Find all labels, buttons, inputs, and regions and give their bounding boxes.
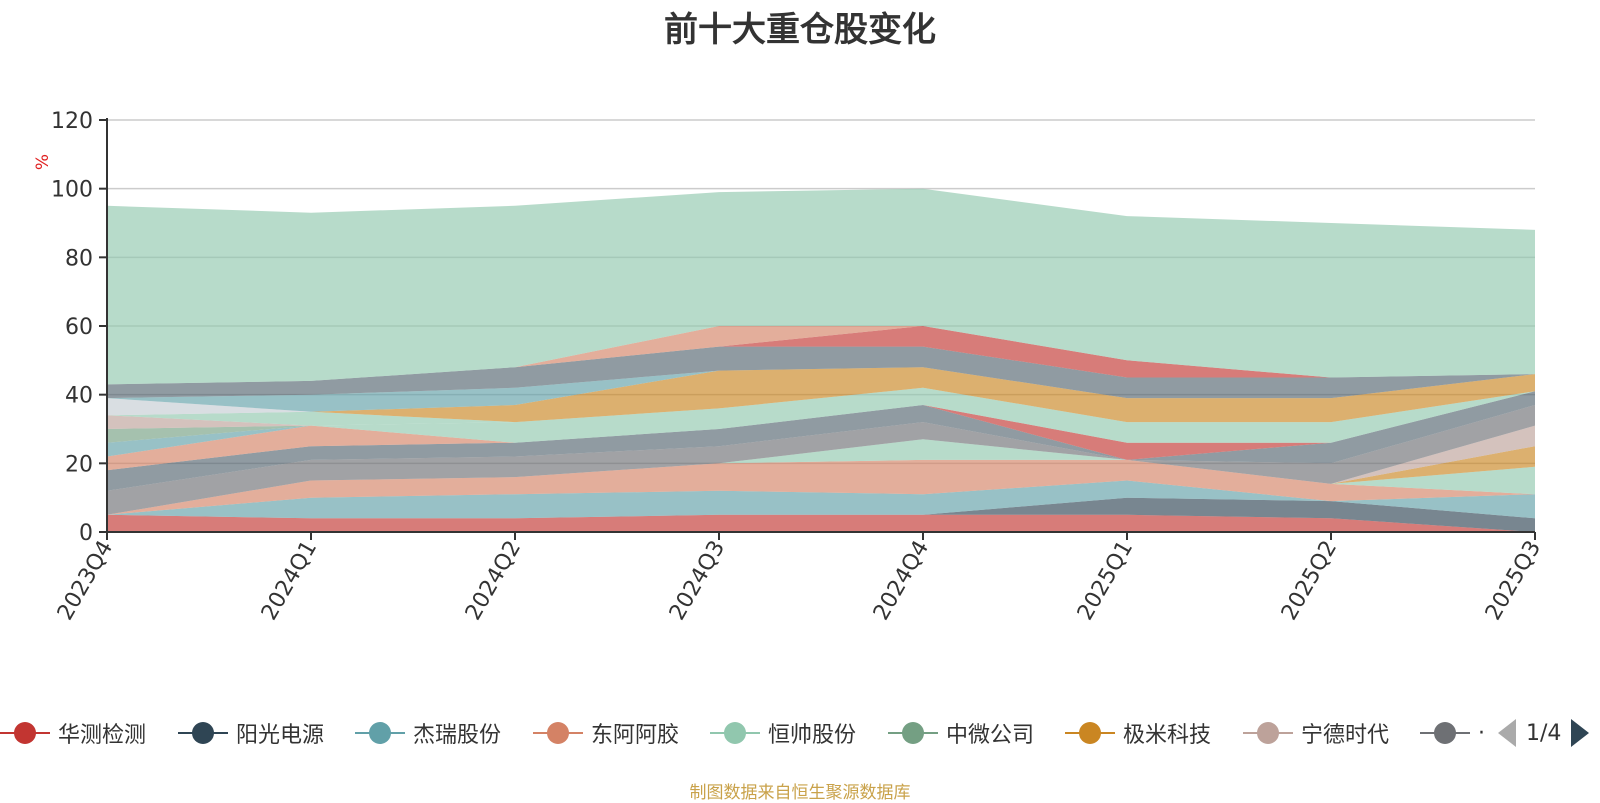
legend-prev-page-icon[interactable] [1498, 719, 1516, 747]
legend-item[interactable]: · [1420, 716, 1485, 750]
legend-label: 杰瑞股份 [413, 723, 502, 748]
legend-item[interactable]: 宁德时代 [1243, 716, 1389, 750]
legend-marker-icon [0, 716, 50, 750]
x-tick-label: 2025Q1 [1073, 537, 1138, 625]
series-area-22 [107, 326, 1535, 385]
series-area-18 [107, 367, 1535, 423]
legend-label: 恒帅股份 [768, 723, 857, 748]
legend-item[interactable]: 中微公司 [888, 716, 1034, 750]
series-area-20 [107, 367, 1535, 412]
legend-marker-icon [1420, 716, 1470, 750]
x-tick-label: 2023Q4 [53, 537, 118, 625]
series-area-4 [107, 439, 1535, 515]
y-tick-label: 100 [51, 178, 93, 203]
x-tick-label: 2025Q2 [1277, 537, 1342, 625]
y-tick-label: 120 [51, 109, 93, 134]
legend-marker-icon [355, 716, 405, 750]
series-area-17 [107, 387, 1535, 426]
legend-marker-icon [888, 716, 938, 750]
series-area-10 [107, 391, 1535, 471]
legend-label: · [1478, 720, 1485, 746]
area-layer [107, 188, 1535, 532]
y-tick-label: 80 [65, 246, 93, 271]
y-tick-label: 60 [65, 315, 93, 340]
y-tick-label: 20 [65, 452, 93, 477]
legend-page-indicator: 1/4 [1526, 720, 1562, 746]
series-area-8 [107, 405, 1535, 515]
legend-label: 宁德时代 [1301, 723, 1390, 748]
y-tick-label: 0 [79, 521, 93, 546]
x-tick-label: 2025Q3 [1481, 537, 1546, 625]
legend-item[interactable]: 阳光电源 [178, 716, 324, 750]
series-area-24 [107, 188, 1535, 385]
legend-item[interactable]: 恒帅股份 [710, 716, 856, 750]
legend-label: 极米科技 [1123, 723, 1212, 748]
legend-next-page-icon[interactable] [1571, 719, 1590, 747]
legend: 华测检测 阳光电源 杰瑞股份 东阿阿胶 恒帅股份 中微公司 极米科技 宁德时代 · [0, 716, 1600, 750]
series-area-19 [107, 367, 1535, 416]
series-area-3 [107, 459, 1535, 515]
x-tick-label: 2024Q2 [461, 537, 526, 625]
series-area-21 [107, 346, 1535, 399]
x-tick-label: 2024Q1 [257, 537, 322, 625]
legend-label: 阳光电源 [236, 723, 325, 748]
y-tick-label: 40 [65, 384, 93, 409]
legend-item[interactable]: 极米科技 [1065, 716, 1211, 750]
series-area-16 [107, 387, 1535, 429]
series-area-0 [107, 514, 1535, 532]
legend-label: 东阿阿胶 [591, 723, 680, 748]
stacked-area-chart: 0 20 40 60 80 100 120% 2023Q4 2024Q1 2024Q2 2024Q3… [33, 109, 1546, 625]
legend-marker-icon [710, 716, 760, 750]
x-tick-label: 2024Q3 [665, 537, 730, 625]
series-area-2 [107, 480, 1535, 519]
legend-item[interactable]: 杰瑞股份 [355, 716, 501, 750]
legend-marker-icon [533, 716, 583, 750]
legend-pager: 1/4 [1498, 716, 1590, 750]
legend-marker-icon [1243, 716, 1293, 750]
legend-item[interactable]: 东阿阿胶 [533, 716, 679, 750]
y-axis-label: % [33, 154, 53, 170]
legend-label: 中微公司 [946, 723, 1035, 748]
chart-title: 前十大重仓股变化 [664, 10, 936, 50]
legend-item[interactable]: 华测检测 [0, 716, 146, 750]
x-tick-label: 2024Q4 [869, 537, 934, 625]
legend-marker-icon [178, 716, 228, 750]
series-area-14 [107, 387, 1535, 443]
source-note: 制图数据来自恒生聚源数据库 [689, 783, 911, 803]
legend-marker-icon [1065, 716, 1115, 750]
series-area-1 [107, 497, 1535, 532]
legend-label: 华测检测 [58, 723, 147, 748]
